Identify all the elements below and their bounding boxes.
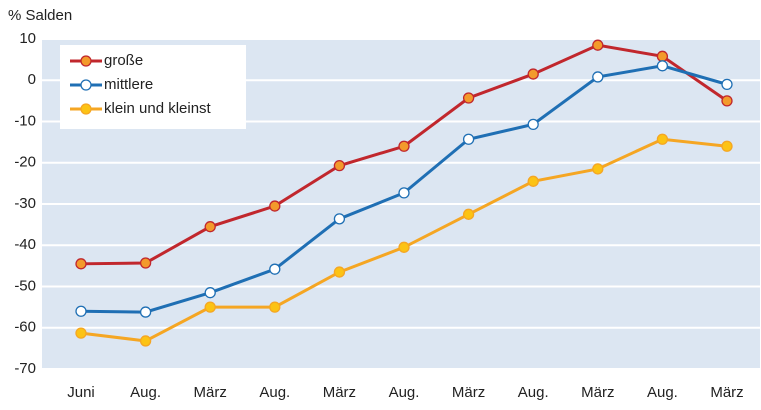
x-tick-label: Juni: [67, 384, 95, 401]
point: [139, 335, 152, 347]
y-tick-label: 0: [28, 71, 36, 88]
legend-marker: [80, 79, 92, 91]
point: [333, 159, 346, 172]
y-tick-label: -40: [14, 236, 36, 253]
x-tick-label: Aug.: [389, 384, 420, 401]
y-tick-label: -20: [14, 154, 36, 171]
point: [721, 140, 733, 152]
y-tick-label: -70: [14, 360, 36, 377]
point: [269, 301, 281, 313]
legend-label: klein und kleinst: [104, 100, 212, 117]
point: [75, 258, 87, 270]
point: [204, 221, 216, 233]
y-tick-label: -60: [14, 319, 36, 336]
point: [398, 187, 410, 199]
point: [139, 257, 152, 269]
x-tick-label: März: [581, 384, 614, 401]
y-tick-label: -10: [14, 112, 36, 129]
x-tick-label: Aug.: [518, 384, 549, 401]
point: [721, 95, 733, 107]
point: [139, 306, 152, 318]
x-tick-label: Aug.: [130, 384, 161, 401]
point: [204, 301, 216, 313]
x-tick-label: März: [452, 384, 485, 401]
y-tick-label: 10: [19, 30, 36, 47]
legend-marker: [80, 55, 92, 67]
x-tick-label: März: [323, 384, 356, 401]
point: [204, 287, 216, 299]
point: [527, 68, 539, 80]
point: [592, 39, 604, 51]
point: [527, 175, 539, 187]
y-tick-label: -50: [14, 277, 36, 294]
point: [75, 327, 87, 339]
point: [527, 118, 539, 131]
point: [75, 305, 87, 317]
point: [656, 133, 669, 145]
point: [462, 92, 475, 104]
point: [592, 71, 604, 83]
point: [269, 200, 281, 212]
legend-label: große: [104, 52, 143, 69]
point: [462, 133, 475, 145]
point: [656, 60, 669, 72]
legend-marker: [80, 103, 92, 115]
point: [656, 50, 669, 62]
x-tick-label: Aug.: [259, 384, 290, 401]
point: [398, 241, 410, 253]
point: [721, 78, 733, 91]
point: [269, 263, 281, 275]
point: [462, 208, 475, 220]
point: [333, 266, 346, 278]
y-axis-label: % Salden: [8, 7, 72, 24]
x-tick-label: Aug.: [647, 384, 678, 401]
point: [333, 213, 346, 225]
legend-label: mittlere: [104, 76, 153, 93]
x-tick-label: März: [194, 384, 227, 401]
point: [592, 163, 604, 175]
y-tick-label: -30: [14, 195, 36, 212]
x-tick-label: März: [710, 384, 743, 401]
point: [398, 140, 410, 152]
